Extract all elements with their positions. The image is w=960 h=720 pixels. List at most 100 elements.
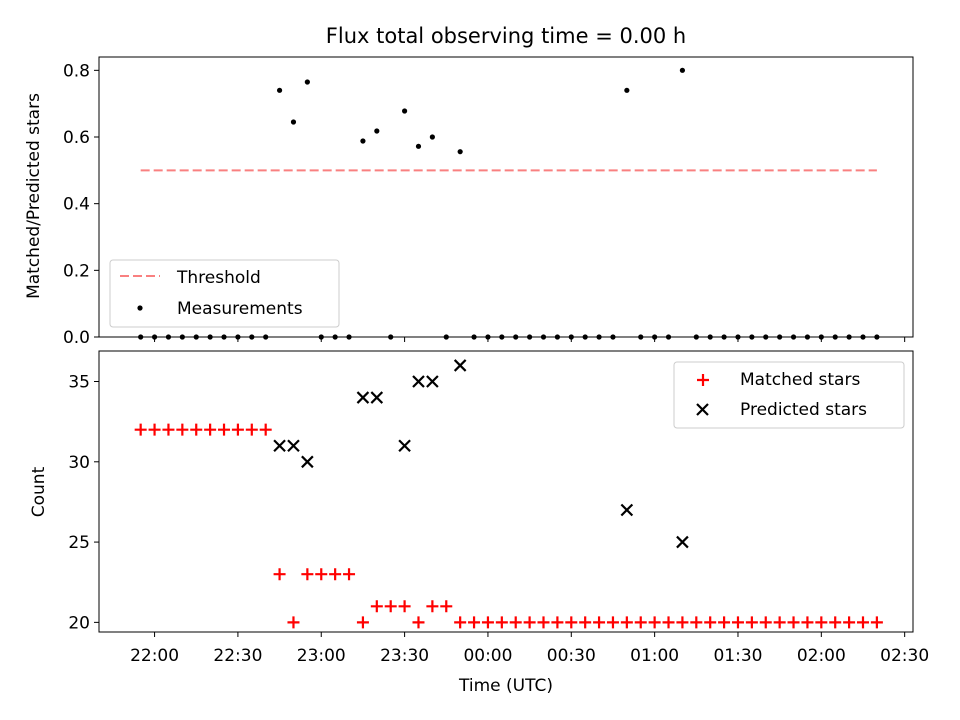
measurement-point (235, 334, 241, 340)
matched-star-point (815, 616, 828, 629)
matched-star-point (662, 616, 675, 629)
matched-star-point (620, 616, 633, 629)
measurement-point (790, 334, 797, 340)
matched-star-point (551, 616, 564, 629)
measurement-point (582, 334, 588, 340)
measurement-point (707, 334, 713, 340)
measurement-point (596, 334, 602, 340)
x-tick-label: 01:30 (713, 646, 762, 666)
bottom-legend-box (673, 361, 905, 429)
measurement-point (777, 334, 783, 340)
matched-star-point (829, 616, 842, 629)
matched-star-point (468, 616, 481, 629)
top-y-tick-label: 0.2 (63, 261, 90, 281)
matched-star-point (537, 616, 550, 629)
measurement-point (485, 334, 491, 340)
matched-star-point (690, 616, 703, 629)
measurement-point (290, 119, 297, 125)
x-tick-label: 23:00 (297, 646, 346, 666)
bottom-axes-frame (98, 350, 914, 633)
measurement-point (860, 334, 866, 340)
matched-star-point (301, 568, 314, 581)
matched-star-point (315, 568, 328, 581)
matched-star-point (801, 616, 814, 629)
matched-star-point (218, 423, 231, 436)
top-y-tick-label: 0.6 (63, 128, 90, 148)
matched-star-point (704, 616, 717, 629)
matched-star-point (190, 423, 203, 436)
matched-star-point (745, 616, 758, 629)
measurement-point (276, 87, 283, 93)
measurement-point (832, 334, 838, 340)
top-legend-box (109, 259, 340, 328)
matched-star-point (398, 600, 411, 613)
measurement-point (610, 334, 616, 340)
matched-star-point (509, 616, 522, 629)
predicted-star-point (426, 375, 439, 388)
x-tick-label: 02:30 (880, 646, 929, 666)
measurement-point (818, 334, 824, 340)
top-y-axis-label: Matched/Predicted stars (24, 93, 44, 299)
matched-star-point (176, 423, 189, 436)
matched-star-point (134, 423, 147, 436)
matched-star-point (162, 423, 175, 436)
legend-predicted-label: Predicted stars (740, 400, 867, 420)
measurement-point (874, 334, 880, 340)
matched-star-point (384, 600, 397, 613)
measurement-point (388, 334, 394, 340)
matched-star-point (787, 616, 800, 629)
legend-predicted-swatch (696, 403, 709, 416)
measurement-point (346, 334, 352, 340)
predicted-star-point (676, 535, 689, 549)
legend-matched-label: Matched stars (740, 370, 860, 390)
top-y-tick-label: 0.4 (63, 195, 90, 215)
matched-star-point (579, 616, 592, 629)
matched-star-point (204, 423, 217, 436)
matched-star-point (856, 616, 869, 629)
predicted-star-point (273, 439, 286, 453)
chart-title: Flux total observing time = 0.00 h (326, 24, 686, 48)
matched-star-point (273, 568, 286, 581)
matched-star-point (731, 616, 744, 629)
matched-star-point (523, 616, 536, 629)
predicted-star-point (301, 455, 314, 469)
matched-star-point (329, 568, 342, 581)
bottom-legend: Matched stars Predicted stars (673, 361, 905, 429)
measurement-point (318, 334, 324, 340)
matched-star-point (259, 423, 272, 436)
matched-star-point (412, 616, 425, 629)
measurement-point (332, 334, 338, 340)
measurement-point (151, 334, 158, 340)
measurement-point (304, 79, 310, 85)
measurement-point (624, 87, 630, 93)
measurement-point (401, 108, 408, 114)
predicted-star-point (620, 503, 634, 517)
matched-star-point (426, 600, 439, 613)
x-tick-label: 22:00 (130, 646, 179, 666)
measurement-point (638, 334, 644, 340)
measurement-point (165, 334, 172, 340)
measurement-point (360, 138, 366, 144)
measurement-point (513, 334, 519, 340)
matched-star-point (870, 616, 883, 629)
x-tick-label: 00:30 (547, 646, 596, 666)
predicted-star-point (287, 439, 300, 453)
measurement-point (554, 334, 560, 340)
measurement-point (263, 334, 269, 340)
top-axes-frame (98, 56, 914, 338)
measurement-point (249, 334, 255, 340)
predicted-star-point (398, 439, 411, 453)
x-tick-label: 23:30 (380, 646, 429, 666)
bottom-y-tick-label: 25 (68, 533, 90, 553)
measurement-point (457, 149, 463, 155)
bottom-y-tick-label: 30 (68, 453, 90, 473)
top-y-tick-label: 0.8 (63, 61, 90, 81)
matched-star-point (843, 616, 856, 629)
matched-star-point (287, 616, 300, 629)
bottom-y-tick-label: 20 (68, 613, 90, 633)
matched-star-point (231, 423, 244, 436)
measurement-point (374, 128, 380, 134)
x-tick-label: 02:00 (797, 646, 846, 666)
